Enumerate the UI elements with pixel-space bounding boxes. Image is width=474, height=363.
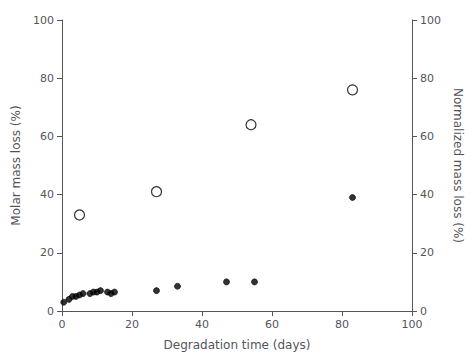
svg-text:40: 40 — [40, 188, 54, 201]
svg-text:20: 20 — [420, 246, 434, 259]
svg-text:0: 0 — [420, 305, 427, 318]
svg-text:60: 60 — [40, 130, 54, 143]
svg-text:20: 20 — [125, 318, 139, 331]
svg-text:40: 40 — [420, 188, 434, 201]
svg-text:80: 80 — [40, 72, 54, 85]
svg-text:80: 80 — [335, 318, 349, 331]
svg-text:100: 100 — [33, 14, 54, 27]
svg-text:60: 60 — [265, 318, 279, 331]
svg-text:Molar mass loss (%): Molar mass loss (%) — [9, 105, 23, 225]
svg-text:100: 100 — [402, 318, 423, 331]
svg-text:0: 0 — [59, 318, 66, 331]
svg-text:20: 20 — [40, 246, 54, 259]
svg-text:80: 80 — [420, 72, 434, 85]
svg-text:Normalized mass loss (%): Normalized mass loss (%) — [451, 88, 465, 243]
svg-text:100: 100 — [420, 14, 441, 27]
svg-text:0: 0 — [47, 305, 54, 318]
svg-text:40: 40 — [195, 318, 209, 331]
svg-text:Degradation time (days): Degradation time (days) — [164, 338, 311, 352]
svg-text:60: 60 — [420, 130, 434, 143]
